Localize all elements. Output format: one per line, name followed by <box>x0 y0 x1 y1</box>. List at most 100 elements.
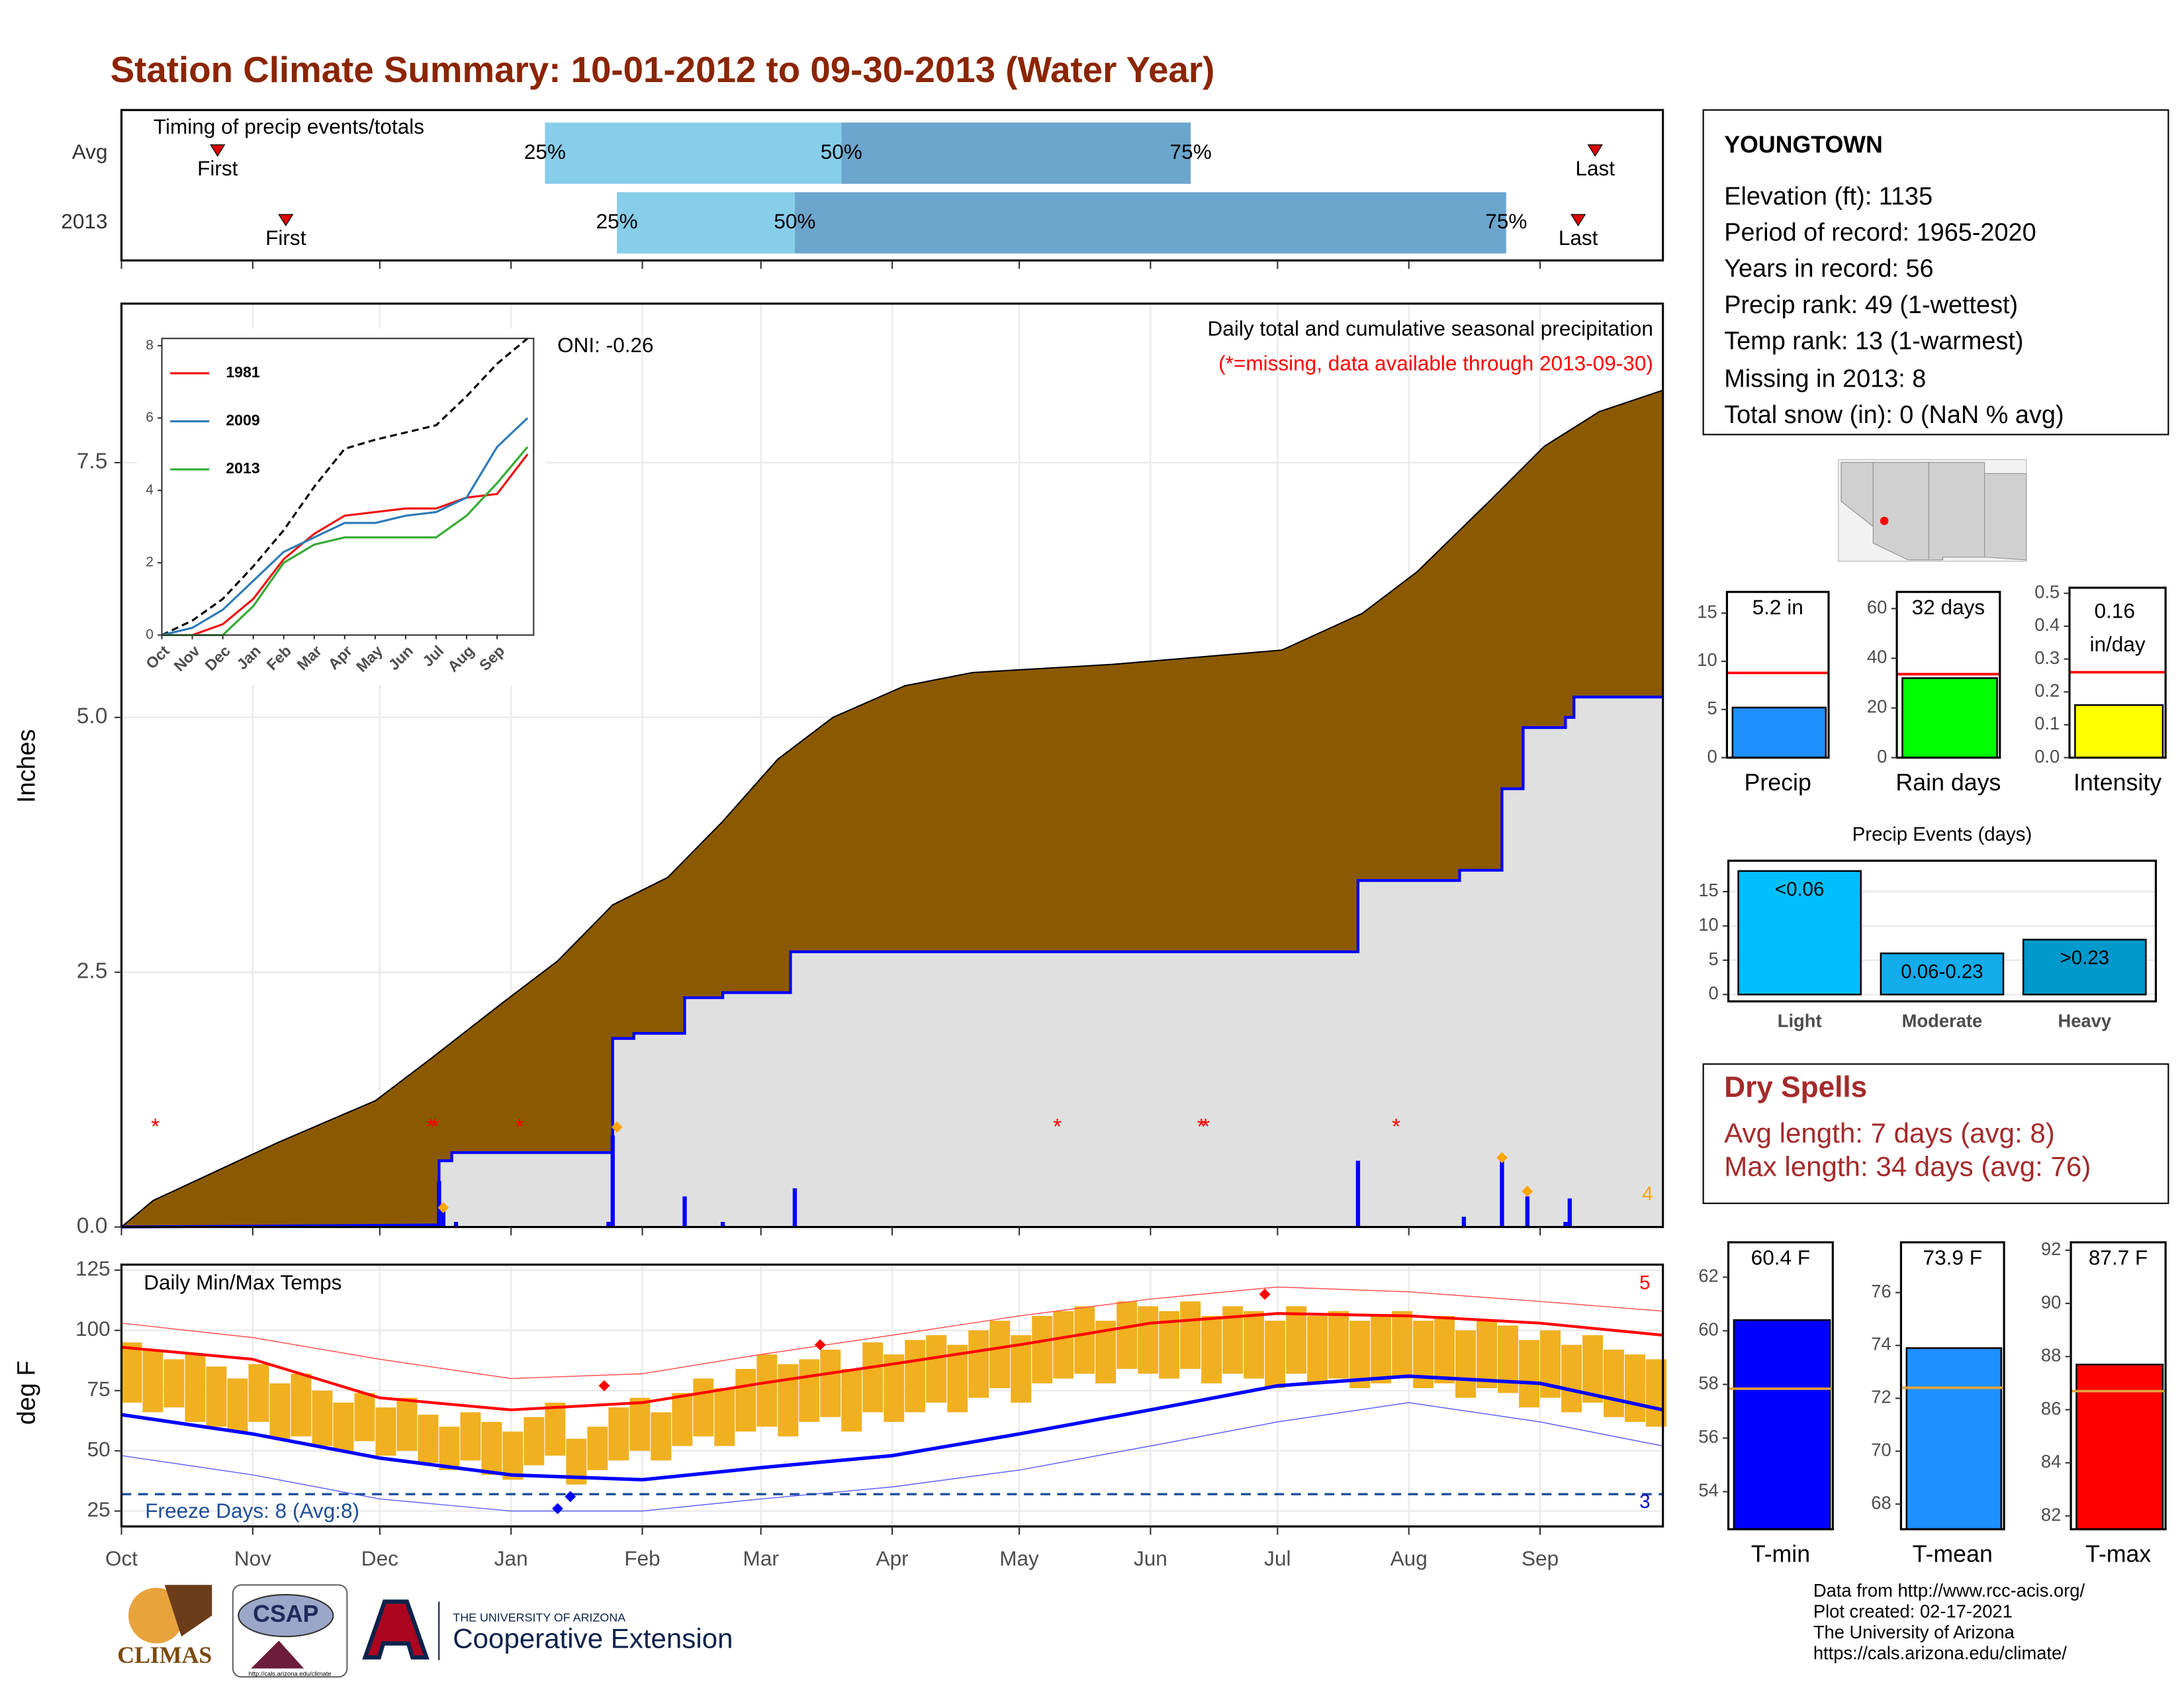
bar <box>1901 677 1998 759</box>
station-line: Years in record: 56 <box>1724 255 1933 283</box>
station-line: Missing in 2013: 8 <box>1724 365 1926 393</box>
logos: CLIMAS CSAP http://cals.arizona.edu/clim… <box>117 1584 733 1677</box>
missing-marker: * <box>515 1115 523 1139</box>
y-tick-label: 25 <box>87 1497 111 1521</box>
y-tick-label: 88 <box>2041 1345 2061 1366</box>
daily-temp-bar <box>989 1321 1011 1389</box>
value-label: 73.9 F <box>1923 1245 1982 1269</box>
category-label: T-max <box>2085 1541 2151 1568</box>
y-tick-label: 75 <box>87 1377 111 1401</box>
daily-precip-bar <box>682 1196 687 1227</box>
timing-label: First <box>265 226 306 250</box>
daily-temp-bar <box>1434 1315 1455 1383</box>
daily-temp-bar <box>1201 1315 1222 1383</box>
quartile-label: 50% <box>774 209 815 233</box>
missing-marker: * <box>1197 1115 1206 1139</box>
bar <box>1737 870 1862 996</box>
footer-line: Plot created: 02-17-2021 <box>1813 1601 2013 1622</box>
panel-frame <box>1899 1241 2005 1530</box>
daily-temp-bar <box>693 1378 714 1436</box>
daily-temp-bar <box>1074 1306 1095 1374</box>
y-axis-label: deg F <box>13 1361 41 1425</box>
dry-spells-line: Max length: 34 days (avg: 76) <box>1724 1150 2091 1182</box>
corner-label: 5 <box>1639 1272 1650 1294</box>
daily-temp-bar <box>269 1383 291 1439</box>
bar <box>2075 1364 2164 1530</box>
y-tick-label: 70 <box>1871 1440 1891 1460</box>
station-line: Elevation (ft): 1135 <box>1724 183 1933 211</box>
daily-temp-bar <box>1371 1315 1392 1383</box>
footer-line: The University of Arizona <box>1813 1622 2015 1642</box>
daily-temp-bar <box>1265 1321 1286 1389</box>
record-marker <box>1259 1288 1271 1300</box>
timing-marker <box>210 144 226 157</box>
daily-precip-bar <box>610 1135 615 1227</box>
footer-line: Data from http://www.rcc-acis.org/ <box>1813 1580 2085 1601</box>
daily-temp-bar <box>142 1349 163 1413</box>
inset-y-tick-label: 2 <box>146 555 154 570</box>
record-marker <box>598 1380 610 1391</box>
inset-y-tick-label: 6 <box>146 410 154 425</box>
inset-series-line <box>161 417 529 636</box>
bar <box>1731 706 1827 759</box>
daily-temp-bar <box>396 1397 418 1451</box>
daily-precip-bar <box>1563 1221 1568 1227</box>
legend-label: 1981 <box>226 363 260 381</box>
bar <box>2022 939 2147 996</box>
daily-temp-bar <box>1349 1321 1371 1389</box>
station-location <box>1880 516 1889 526</box>
x-tick-label: May <box>999 1546 1039 1570</box>
daily-temp-bar <box>735 1368 756 1432</box>
timing-label: First <box>197 156 238 180</box>
inset-average-line <box>161 338 529 636</box>
daily-precip-bar <box>792 1188 797 1227</box>
daily-precip-bar <box>437 1181 441 1227</box>
daily-temp-bar <box>1138 1306 1159 1374</box>
timing-label: Last <box>1559 226 1598 250</box>
y-tick-label: 0.3 <box>2034 647 2060 668</box>
bar <box>1905 1347 2003 1530</box>
daily-temp-bar <box>926 1335 947 1403</box>
x-tick-label: Dec <box>361 1546 398 1570</box>
category-label: Precip <box>1745 769 1811 796</box>
daily-temp-bar <box>1519 1340 1540 1408</box>
daily-precip-bar <box>606 1221 611 1227</box>
climas-logo-text: CLIMAS <box>117 1642 212 1668</box>
quartile-label: 25% <box>524 140 566 164</box>
daily-temp-bar <box>1392 1311 1413 1379</box>
corner-label: 3 <box>1639 1491 1650 1513</box>
y-tick-label: 0.0 <box>2034 746 2060 767</box>
daily-temp-bar <box>672 1393 693 1446</box>
y-tick-label: 56 <box>1698 1427 1718 1447</box>
station-line: Total snow (in): 0 (NaN % avg) <box>1724 401 2064 429</box>
panel-frame <box>2068 586 2167 759</box>
y-tick-label: 0.5 <box>2034 582 2060 602</box>
daily-precip-bar <box>453 1221 459 1227</box>
daily-temp-bar <box>608 1407 629 1461</box>
panel-title: Precip Events (days) <box>1852 823 2032 845</box>
timing-marker <box>1570 214 1586 227</box>
dry-spells-box <box>1702 1063 2169 1204</box>
station-line: Temp rank: 13 (1-warmest) <box>1724 328 2023 355</box>
inset-y-tick-label: 0 <box>146 627 154 642</box>
daily-temp-bar <box>523 1417 545 1466</box>
chart-subtitle: (*=missing, data available through 2013-… <box>1218 352 1653 375</box>
csap-mountain <box>251 1640 304 1669</box>
daily-temp-bar <box>121 1342 142 1403</box>
daily-temp-bar <box>460 1412 481 1461</box>
inset-y-tick-label: 8 <box>146 338 154 353</box>
y-tick-label: 5.0 <box>77 704 108 729</box>
locator-map <box>1838 459 2027 562</box>
panel-frame <box>2070 1241 2167 1530</box>
y-tick-label: 10 <box>1698 914 1718 935</box>
y-tick-label: 100 <box>75 1317 111 1340</box>
daily-temp-bar <box>354 1393 375 1442</box>
record-marker <box>552 1503 564 1515</box>
panel-title: Timing of precip events/totals <box>154 115 424 138</box>
station-name: YOUNGTOWN <box>1724 131 1883 158</box>
y-tick-label: 84 <box>2041 1451 2061 1472</box>
category-label: T-mean <box>1913 1541 1993 1568</box>
daily-temp-bar <box>905 1340 926 1413</box>
x-tick-label: Apr <box>876 1546 909 1570</box>
